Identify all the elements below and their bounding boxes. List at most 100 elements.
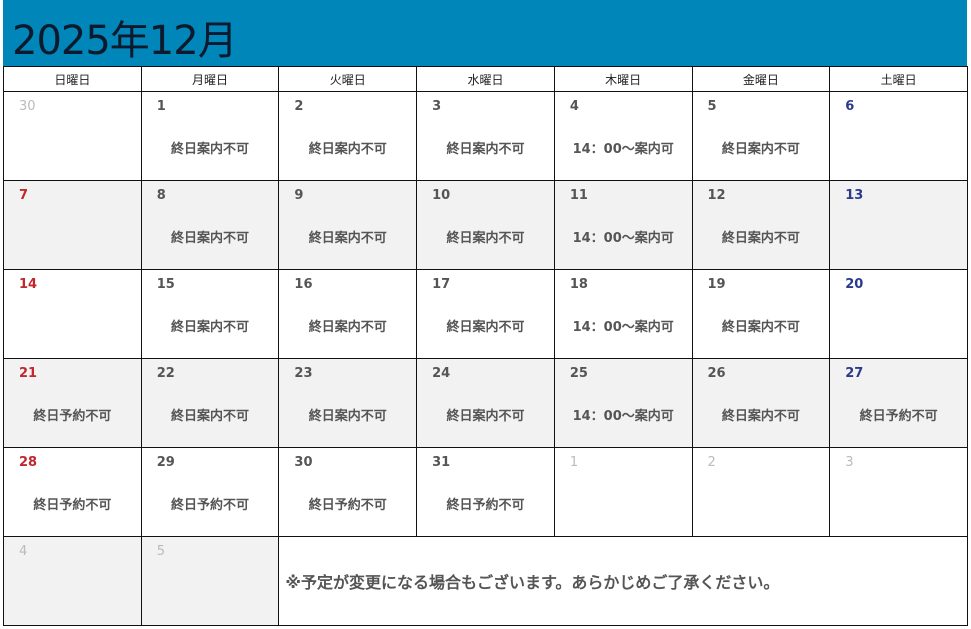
- day-status: 終日案内不可: [446, 409, 525, 424]
- week-row: 21 終日予約不可 22 終日案内不可 23 終日案内不可 24 終日案内不可 25 14：00～…: [3, 358, 968, 448]
- day-number: 7: [19, 188, 29, 203]
- day-cell[interactable]: 24 終日案内不可: [416, 358, 555, 448]
- day-status: 終日案内不可: [308, 231, 387, 246]
- month-title: 2025年12月: [12, 18, 238, 64]
- day-number: 6: [845, 99, 855, 114]
- day-status: 終日予約不可: [33, 409, 112, 424]
- day-number: 13: [845, 188, 864, 203]
- day-status: 終日予約不可: [308, 498, 387, 513]
- day-status: 終日案内不可: [721, 231, 800, 246]
- day-cell[interactable]: 19 終日案内不可: [691, 269, 831, 359]
- day-number: 11: [569, 188, 588, 203]
- day-cell[interactable]: 1 終日案内不可: [140, 91, 280, 181]
- day-number: 5: [707, 99, 717, 114]
- day-cell[interactable]: 9 終日案内不可: [278, 180, 418, 270]
- day-cell[interactable]: 30: [3, 91, 142, 181]
- day-number: 5: [156, 544, 165, 559]
- day-cell[interactable]: 7: [3, 180, 142, 270]
- day-number: 4: [19, 544, 28, 559]
- day-number: 4: [569, 99, 579, 114]
- day-cell[interactable]: 4: [3, 536, 142, 626]
- day-number: 28: [19, 455, 38, 470]
- weekday-header-row: 日曜日 月曜日 火曜日 水曜日 木曜日 金曜日 土曜日: [3, 66, 968, 92]
- day-status: 終日案内不可: [171, 409, 250, 424]
- day-cell[interactable]: 29 終日予約不可: [140, 447, 280, 537]
- weekday-header: 火曜日: [278, 66, 418, 92]
- day-cell[interactable]: 11 14：00～案内可: [553, 180, 693, 270]
- day-status: 終日案内不可: [171, 231, 250, 246]
- day-cell[interactable]: 6: [829, 91, 968, 181]
- day-number: 30: [19, 99, 36, 114]
- day-number: 27: [845, 366, 864, 381]
- day-status: 終日案内不可: [308, 142, 387, 157]
- day-number: 9: [294, 188, 304, 203]
- week-row: 28 終日予約不可 29 終日予約不可 30 終日予約不可 31 終日予約不可 1 2 3: [3, 447, 968, 537]
- day-cell[interactable]: 13: [829, 180, 968, 270]
- day-number: 24: [432, 366, 451, 381]
- day-status: 終日予約不可: [171, 498, 250, 513]
- day-number: 20: [845, 277, 864, 292]
- day-number: 8: [156, 188, 166, 203]
- day-number: 16: [294, 277, 313, 292]
- day-cell[interactable]: 22 終日案内不可: [140, 358, 280, 448]
- week-row: 14 15 終日案内不可 16 終日案内不可 17 終日案内不可 18 14：00～案内可 19 終…: [3, 269, 968, 359]
- day-cell[interactable]: 23 終日案内不可: [278, 358, 418, 448]
- day-cell[interactable]: 17 終日案内不可: [416, 269, 555, 359]
- day-cell[interactable]: 30 終日予約不可: [278, 447, 418, 537]
- day-cell[interactable]: 5 終日案内不可: [691, 91, 831, 181]
- day-number: 22: [156, 366, 175, 381]
- day-number: 2: [707, 455, 716, 470]
- day-status: 終日予約不可: [859, 409, 938, 424]
- day-cell[interactable]: 2: [691, 447, 831, 537]
- week-row: 4 5 ※予定が変更になる場合もございます。あらかじめご了承ください。: [3, 536, 968, 626]
- day-number: 10: [432, 188, 451, 203]
- day-cell[interactable]: 21 終日予約不可: [3, 358, 142, 448]
- schedule-note: ※予定が変更になる場合もございます。あらかじめご了承ください。: [278, 536, 968, 626]
- day-number: 1: [569, 455, 579, 470]
- day-status: 14：00～案内可: [572, 320, 674, 335]
- day-number: 2: [294, 99, 304, 114]
- day-number: 19: [707, 277, 726, 292]
- weekday-header: 土曜日: [829, 66, 968, 92]
- day-cell[interactable]: 4 14：00～案内可: [553, 91, 693, 181]
- day-number: 12: [707, 188, 726, 203]
- day-number: 30: [294, 455, 313, 470]
- day-cell[interactable]: 10 終日案内不可: [416, 180, 555, 270]
- day-cell[interactable]: 8 終日案内不可: [140, 180, 280, 270]
- day-number: 29: [156, 455, 175, 470]
- day-cell[interactable]: 20: [829, 269, 968, 359]
- weekday-header: 水曜日: [416, 66, 555, 92]
- day-cell[interactable]: 18 14：00～案内可: [553, 269, 693, 359]
- day-cell[interactable]: 3 終日案内不可: [416, 91, 555, 181]
- day-status: 終日案内不可: [171, 320, 250, 335]
- day-cell[interactable]: 14: [3, 269, 142, 359]
- day-status: 14：00～案内可: [572, 142, 674, 157]
- day-cell[interactable]: 27 終日予約不可: [829, 358, 968, 448]
- day-cell[interactable]: 31 終日予約不可: [416, 447, 555, 537]
- day-cell[interactable]: 2 終日案内不可: [278, 91, 418, 181]
- day-status: 終日予約不可: [446, 498, 525, 513]
- day-cell[interactable]: 15 終日案内不可: [140, 269, 280, 359]
- calendar-grid: 日曜日 月曜日 火曜日 水曜日 木曜日 金曜日 土曜日 30 1 終日案内不可 2 終日案内不可 3 終…: [3, 66, 968, 626]
- day-cell[interactable]: 16 終日案内不可: [278, 269, 418, 359]
- day-status: 終日案内不可: [446, 231, 525, 246]
- day-status: 終日案内不可: [721, 142, 800, 157]
- day-status: 14：00～案内可: [572, 409, 674, 424]
- day-number: 3: [845, 455, 854, 470]
- day-cell[interactable]: 28 終日予約不可: [3, 447, 142, 537]
- day-cell[interactable]: 26 終日案内不可: [691, 358, 831, 448]
- weekday-header: 木曜日: [553, 66, 693, 92]
- day-number: 26: [707, 366, 726, 381]
- day-number: 23: [294, 366, 313, 381]
- day-cell[interactable]: 25 14：00～案内可: [553, 358, 693, 448]
- day-cell[interactable]: 12 終日案内不可: [691, 180, 831, 270]
- day-cell[interactable]: 5: [140, 536, 280, 626]
- day-cell[interactable]: 1: [553, 447, 693, 537]
- day-cell[interactable]: 3: [829, 447, 968, 537]
- day-number: 31: [432, 455, 451, 470]
- day-status: 終日予約不可: [33, 498, 112, 513]
- day-status: 終日案内不可: [446, 320, 525, 335]
- day-status: 14：00～案内可: [572, 231, 674, 246]
- day-status: 終日案内不可: [308, 409, 387, 424]
- day-number: 25: [569, 366, 588, 381]
